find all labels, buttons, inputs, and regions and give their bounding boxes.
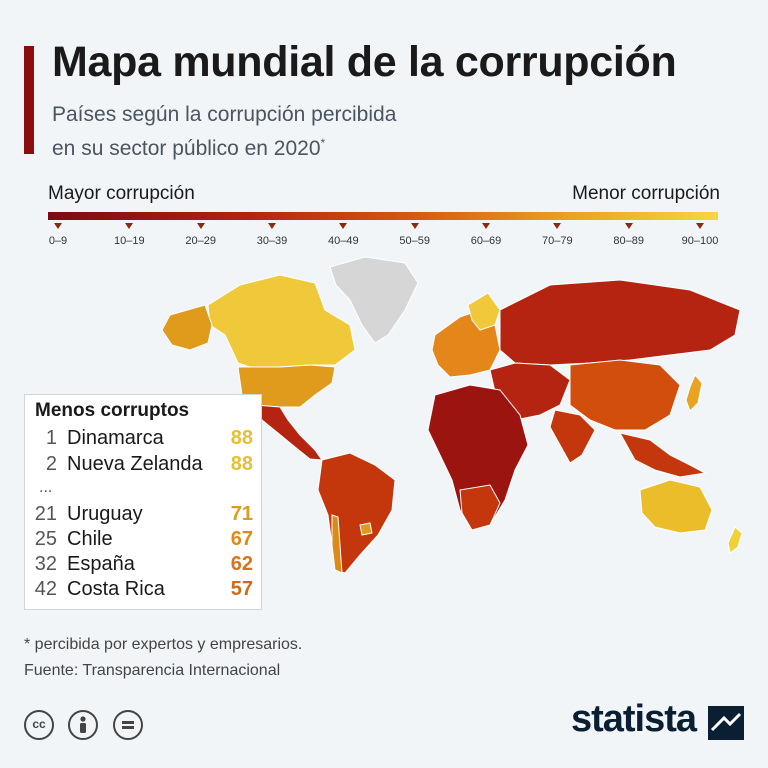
subtitle-line-2: en su sector público en 2020* [52, 129, 396, 163]
scale-tick-mark [125, 223, 134, 229]
subtitle-line-1: Países según la corrupción percibida [52, 103, 397, 126]
legend-score: 88 [230, 427, 253, 449]
cc-icon[interactable]: cc [24, 710, 54, 740]
scale-tick-label: 40–49 [328, 235, 359, 247]
legend-rank: 42 [34, 578, 57, 600]
legend-country: Chile [67, 528, 113, 550]
scale-tick-label: 0–9 [48, 235, 68, 247]
legend-row: 42 Costa Rica 57 [25, 578, 261, 602]
map-southeast-asia [619, 432, 707, 478]
legend-row: 25 Chile 67 [25, 528, 261, 552]
scale-tick-mark [268, 223, 276, 229]
subtitle-line-2-text: en su sector público en 2020 [52, 137, 321, 160]
map-uruguay [359, 522, 373, 536]
scale-tick-label: 50–59 [399, 235, 430, 247]
scale-label-more-corruption: Mayor corrupción [48, 183, 195, 204]
legend-score: 88 [230, 453, 253, 475]
page-title: Mapa mundial de la corrupción [52, 38, 677, 86]
scale-tick-label: 20–29 [185, 235, 216, 247]
legend-country: Dinamarca [67, 427, 164, 449]
subtitle-asterisk: * [320, 136, 326, 150]
map-russia [499, 279, 741, 366]
source-note: Fuente: Transparencia Internacional [24, 662, 281, 679]
license-icons: cc [24, 710, 153, 740]
scale-tick-mark [553, 223, 562, 229]
legend-country: Uruguay [67, 503, 143, 525]
person-icon[interactable] [68, 710, 99, 740]
map-india [549, 409, 596, 464]
map-africa [427, 384, 529, 531]
color-scale-bar [48, 212, 718, 220]
least-corrupt-legend: Menos corruptos 1 Dinamarca 88 2 Nueva Zelan… [24, 394, 262, 610]
map-china [569, 359, 681, 431]
scale-tick-mark [54, 223, 62, 229]
legend-title: Menos corruptos [35, 400, 190, 421]
scale-tick-label: 90–100 [681, 235, 719, 247]
statista-logo-icon [708, 706, 744, 740]
legend-row: 2 Nueva Zelanda 88 [25, 453, 261, 477]
title-accent-bar [24, 46, 34, 154]
subtitle: Países según la corrupción percibida en … [52, 100, 396, 163]
map-scandinavia [467, 292, 501, 331]
legend-rank: 25 [34, 528, 57, 550]
scale-label-less-corruption: Menor corrupción [572, 183, 720, 204]
legend-score: 57 [230, 578, 253, 600]
world-map [161, 256, 743, 574]
scale-tick-label: 60–69 [470, 235, 502, 247]
map-mexico-central-america [254, 404, 324, 461]
legend-row: 32 España 62 [25, 553, 261, 577]
map-new-zealand [727, 526, 743, 554]
legend-score: 71 [230, 503, 253, 525]
scale-gradient [48, 212, 718, 220]
footnote: * percibida por expertos y empresarios. [24, 636, 303, 653]
map-australia [639, 479, 713, 534]
legend-row: 21 Uruguay 71 [25, 503, 261, 527]
scale-tick-mark [196, 223, 205, 229]
scale-tick-label: 10–19 [114, 235, 145, 247]
legend-rank: 21 [34, 503, 57, 525]
legend-rank: 1 [45, 427, 57, 449]
legend-score: 62 [230, 553, 253, 575]
scale-tick-mark [696, 223, 704, 229]
scale-tick-label: 80–89 [613, 235, 644, 247]
map-south-america [317, 452, 396, 574]
scale-tick-label: 70–79 [542, 235, 573, 247]
legend-country: Costa Rica [67, 578, 165, 600]
map-southern-africa [459, 484, 501, 531]
legend-score: 67 [230, 528, 253, 550]
statista-logo-text[interactable]: statista [570, 698, 697, 740]
scale-tick-mark [339, 223, 348, 229]
scale-tick-label: 30–39 [256, 235, 288, 247]
legend-country: España [67, 553, 135, 575]
map-chile [331, 514, 343, 574]
scale-tick-mark [410, 223, 419, 229]
scale-tick-mark [624, 223, 633, 229]
legend-rank: 32 [34, 553, 57, 575]
map-canada [207, 274, 356, 368]
map-alaska [161, 304, 213, 351]
equals-icon[interactable] [112, 710, 143, 740]
legend-row: 1 Dinamarca 88 [25, 427, 261, 451]
map-greenland [329, 256, 419, 344]
legend-ellipsis: ... [39, 479, 53, 496]
legend-rank: 2 [45, 453, 57, 475]
map-japan [685, 374, 703, 412]
scale-tick-mark [482, 223, 490, 229]
legend-country: Nueva Zelanda [67, 453, 203, 475]
